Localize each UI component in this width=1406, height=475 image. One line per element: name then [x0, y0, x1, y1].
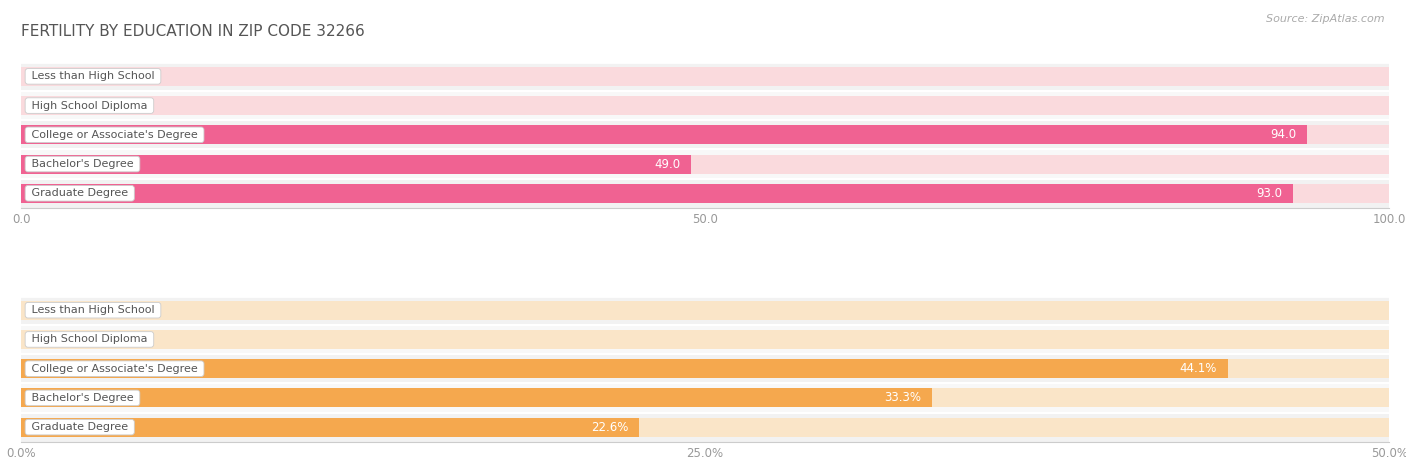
Bar [21, 359, 1227, 378]
Bar [21, 125, 1389, 144]
Bar [21, 412, 1389, 442]
Text: 49.0: 49.0 [654, 158, 681, 171]
Bar [21, 154, 1389, 173]
Bar [21, 184, 1389, 203]
Bar [21, 383, 1389, 412]
Bar [21, 67, 1389, 86]
Text: FERTILITY BY EDUCATION IN ZIP CODE 32266: FERTILITY BY EDUCATION IN ZIP CODE 32266 [21, 24, 364, 39]
Bar [21, 184, 1294, 203]
Bar [21, 359, 1389, 378]
Bar [21, 295, 1389, 325]
Text: High School Diploma: High School Diploma [28, 101, 150, 111]
Text: Bachelor's Degree: Bachelor's Degree [28, 393, 136, 403]
Text: 0.0%: 0.0% [35, 333, 65, 346]
Text: 94.0: 94.0 [1270, 128, 1296, 142]
Text: 0.0: 0.0 [35, 70, 53, 83]
Text: Less than High School: Less than High School [28, 71, 157, 81]
Bar [21, 418, 1389, 437]
Text: 0.0%: 0.0% [35, 304, 65, 317]
Text: College or Associate's Degree: College or Associate's Degree [28, 364, 201, 374]
Bar [21, 150, 1389, 179]
Bar [21, 354, 1389, 383]
Text: College or Associate's Degree: College or Associate's Degree [28, 130, 201, 140]
Bar [21, 330, 1389, 349]
Bar [21, 389, 932, 408]
Bar [21, 418, 640, 437]
Text: Source: ZipAtlas.com: Source: ZipAtlas.com [1267, 14, 1385, 24]
Text: Bachelor's Degree: Bachelor's Degree [28, 159, 136, 169]
Text: 44.1%: 44.1% [1180, 362, 1216, 375]
Text: Less than High School: Less than High School [28, 305, 157, 315]
Bar [21, 389, 1389, 408]
Bar [21, 120, 1389, 150]
Text: 93.0: 93.0 [1257, 187, 1282, 200]
Bar [21, 325, 1389, 354]
Text: 22.6%: 22.6% [591, 421, 628, 434]
Text: Graduate Degree: Graduate Degree [28, 188, 132, 198]
Text: 0.0: 0.0 [35, 99, 53, 112]
Bar [21, 154, 692, 173]
Text: Graduate Degree: Graduate Degree [28, 422, 132, 432]
Bar [21, 179, 1389, 208]
Text: 33.3%: 33.3% [884, 391, 921, 404]
Bar [21, 62, 1389, 91]
Bar [21, 96, 1389, 115]
Text: High School Diploma: High School Diploma [28, 334, 150, 344]
Bar [21, 301, 1389, 320]
Bar [21, 125, 1308, 144]
Bar [21, 91, 1389, 120]
